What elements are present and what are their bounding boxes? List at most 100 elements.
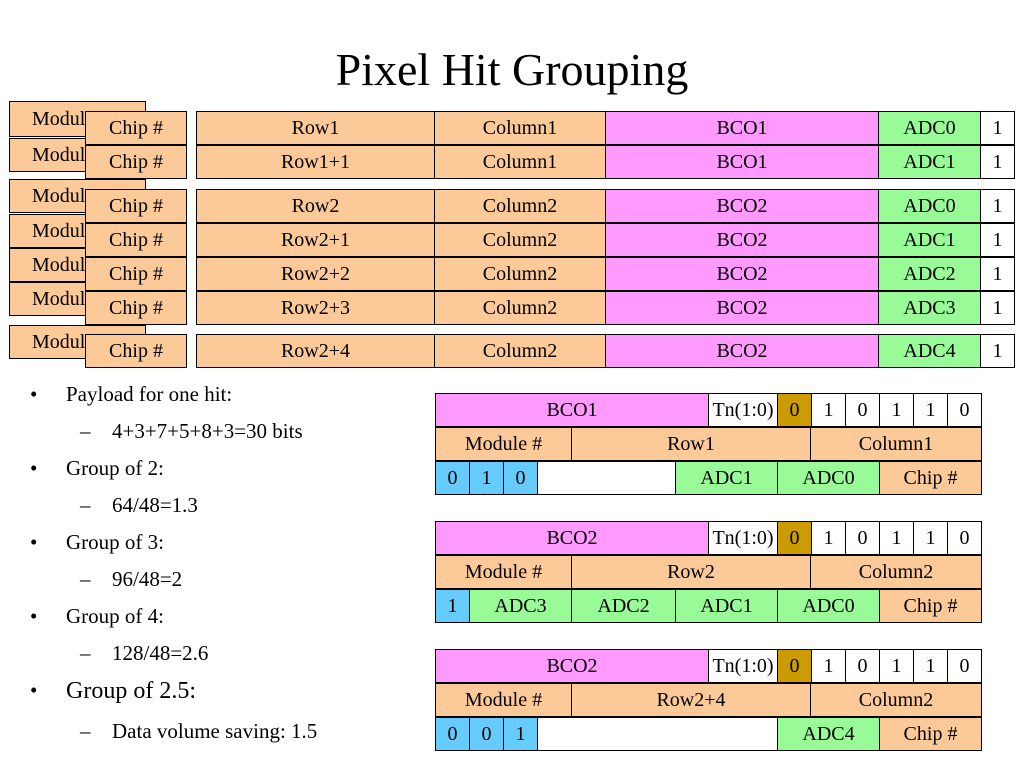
packet-tn-cell: Tn(1:0) bbox=[708, 649, 778, 683]
flag-cell: 1 bbox=[980, 223, 1015, 257]
packet-field-cell: ADC3 bbox=[469, 589, 572, 623]
slide-title: Pixel Hit Grouping bbox=[335, 44, 689, 95]
column-cell: Column2 bbox=[434, 257, 606, 291]
packet-field-cell: 1 bbox=[435, 589, 470, 623]
bullet-dot: • bbox=[30, 382, 38, 406]
packet-bit-cell: 0 bbox=[777, 393, 812, 427]
packet-bco-cell: BCO2 bbox=[435, 521, 709, 555]
packet-field-cell: 0 bbox=[435, 461, 470, 495]
bco-cell: BCO2 bbox=[605, 223, 879, 257]
packet-field-cell: 0 bbox=[469, 717, 504, 751]
row-cell: Row1 bbox=[196, 111, 435, 145]
packet-field-cell: ADC1 bbox=[675, 589, 778, 623]
bullet-text: Group of 2.5: bbox=[66, 678, 196, 704]
chip-cell: Chip # bbox=[85, 223, 187, 257]
bco-cell: BCO2 bbox=[605, 257, 879, 291]
bullet-dot: • bbox=[30, 530, 38, 554]
column-cell: Column2 bbox=[434, 223, 606, 257]
packet-field-cell: 0 bbox=[503, 461, 538, 495]
bullet-dot: • bbox=[30, 604, 38, 628]
column-cell: Column2 bbox=[434, 189, 606, 223]
packet-bit-cell: 0 bbox=[777, 521, 812, 555]
flag-cell: 1 bbox=[980, 291, 1015, 325]
flag-cell: 1 bbox=[980, 189, 1015, 223]
packet-field-cell: 0 bbox=[435, 717, 470, 751]
adc-cell: ADC0 bbox=[878, 111, 981, 145]
column-cell: Column2 bbox=[434, 334, 606, 368]
packet-bit-cell: 0 bbox=[845, 649, 880, 683]
packet-bit-cell: 0 bbox=[947, 649, 982, 683]
packet-field-cell: ADC1 bbox=[675, 461, 778, 495]
bullet-dash: – bbox=[80, 641, 91, 665]
chip-cell: Chip # bbox=[85, 291, 187, 325]
bullet-text: Payload for one hit: bbox=[66, 382, 233, 406]
packet-field-cell: Chip # bbox=[879, 589, 982, 623]
chip-cell: Chip # bbox=[85, 145, 187, 179]
bullet-text: Group of 3: bbox=[66, 530, 164, 554]
bullet-text: Group of 2: bbox=[66, 456, 164, 480]
adc-cell: ADC0 bbox=[878, 189, 981, 223]
packet-field-cell: ADC0 bbox=[777, 461, 880, 495]
packet-bit-cell: 1 bbox=[913, 649, 948, 683]
packet-bit-cell: 0 bbox=[845, 521, 880, 555]
bullet-dash: – bbox=[80, 719, 91, 743]
bco-cell: BCO2 bbox=[605, 291, 879, 325]
chip-cell: Chip # bbox=[85, 257, 187, 291]
bullet-dot: • bbox=[30, 678, 38, 702]
packet-bit-cell: 1 bbox=[811, 649, 846, 683]
packet-field-cell: 1 bbox=[503, 717, 538, 751]
packet-field-cell: ADC2 bbox=[571, 589, 676, 623]
packet-bit-cell: 1 bbox=[879, 393, 914, 427]
flag-cell: 1 bbox=[980, 257, 1015, 291]
row-cell: Row2+2 bbox=[196, 257, 435, 291]
column-cell: Column2 bbox=[434, 291, 606, 325]
adc-cell: ADC1 bbox=[878, 223, 981, 257]
packet-column-cell: Column2 bbox=[810, 555, 982, 589]
packet-field-cell: ADC4 bbox=[777, 717, 880, 751]
adc-cell: ADC1 bbox=[878, 145, 981, 179]
packet-row-cell: Row2 bbox=[571, 555, 811, 589]
packet-bit-cell: 0 bbox=[777, 649, 812, 683]
bco-cell: BCO1 bbox=[605, 145, 879, 179]
packet-bit-cell: 1 bbox=[913, 521, 948, 555]
packet-row-cell: Row1 bbox=[571, 427, 811, 461]
packet-module-cell: Module # bbox=[435, 555, 572, 589]
packet-tn-cell: Tn(1:0) bbox=[708, 393, 778, 427]
row-cell: Row2+3 bbox=[196, 291, 435, 325]
adc-cell: ADC2 bbox=[878, 257, 981, 291]
row-cell: Row2+4 bbox=[196, 334, 435, 368]
flag-cell: 1 bbox=[980, 334, 1015, 368]
packet-bco-cell: BCO2 bbox=[435, 649, 709, 683]
packet-row-cell: Row2+4 bbox=[571, 683, 811, 717]
packet-column-cell: Column2 bbox=[810, 683, 982, 717]
packet-field-cell: 1 bbox=[469, 461, 504, 495]
packet-module-cell: Module # bbox=[435, 427, 572, 461]
packet-field-cell: ADC0 bbox=[777, 589, 880, 623]
packet-field-cell: Chip # bbox=[879, 461, 982, 495]
flag-cell: 1 bbox=[980, 145, 1015, 179]
row-cell: Row2+1 bbox=[196, 223, 435, 257]
flag-cell: 1 bbox=[980, 111, 1015, 145]
packet-bit-cell: 1 bbox=[811, 393, 846, 427]
bco-cell: BCO1 bbox=[605, 111, 879, 145]
chip-cell: Chip # bbox=[85, 334, 187, 368]
packet-bit-cell: 0 bbox=[947, 521, 982, 555]
bullet-dash: – bbox=[80, 567, 91, 591]
packet-module-cell: Module # bbox=[435, 683, 572, 717]
bullet-text: 4+3+7+5+8+3=30 bits bbox=[112, 419, 303, 443]
packet-field-cell bbox=[537, 461, 676, 495]
row-cell: Row2 bbox=[196, 189, 435, 223]
packet-field-cell: Chip # bbox=[879, 717, 982, 751]
packet-bit-cell: 1 bbox=[879, 521, 914, 555]
packet-bit-cell: 0 bbox=[947, 393, 982, 427]
row-cell: Row1+1 bbox=[196, 145, 435, 179]
column-cell: Column1 bbox=[434, 145, 606, 179]
chip-cell: Chip # bbox=[85, 189, 187, 223]
bco-cell: BCO2 bbox=[605, 189, 879, 223]
bullet-dot: • bbox=[30, 456, 38, 480]
bullet-dash: – bbox=[80, 493, 91, 517]
bullet-text: 96/48=2 bbox=[112, 567, 183, 591]
packet-bit-cell: 1 bbox=[811, 521, 846, 555]
bullet-text: 64/48=1.3 bbox=[112, 493, 198, 517]
bco-cell: BCO2 bbox=[605, 334, 879, 368]
